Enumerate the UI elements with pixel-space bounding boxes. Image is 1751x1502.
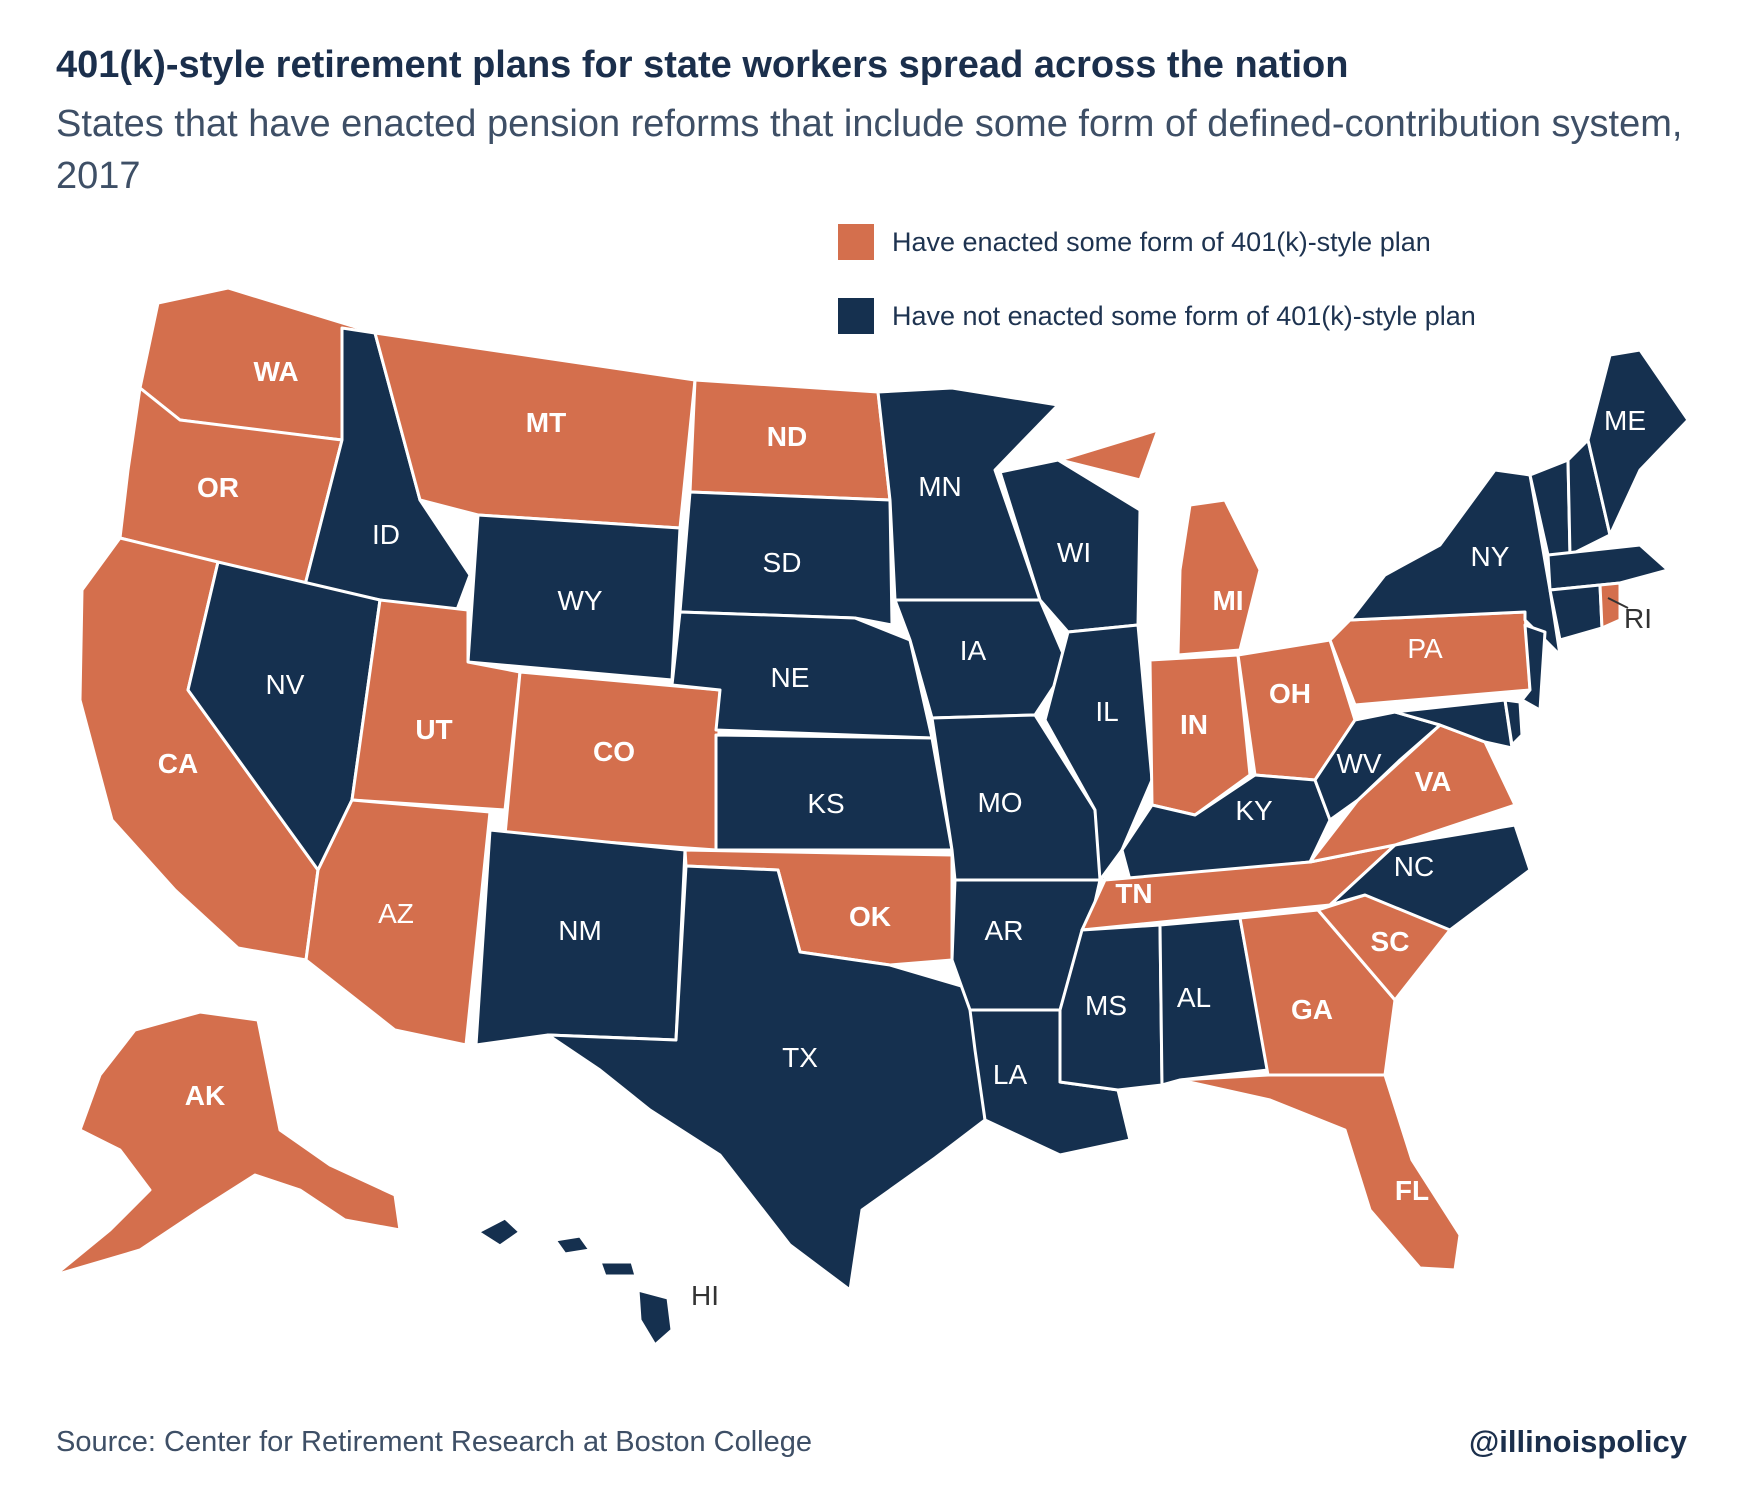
state-HI <box>476 1216 674 1347</box>
state-MA <box>1546 543 1670 592</box>
label-GA: GA <box>1291 994 1333 1025</box>
label-SD: SD <box>763 547 802 578</box>
label-AR: AR <box>985 915 1024 946</box>
label-WV: WV <box>1336 748 1381 779</box>
state-TX <box>546 864 987 1292</box>
state-WV <box>1313 710 1442 822</box>
label-SC: SC <box>1371 926 1410 957</box>
label-CO: CO <box>593 736 635 767</box>
legend-item-not-enacted: Have not enacted some form of 401(k)-sty… <box>838 296 1476 336</box>
label-PA: PA <box>1407 633 1443 664</box>
label-OR: OR <box>197 472 239 503</box>
legend-label-not-enacted: Have not enacted some form of 401(k)-sty… <box>892 300 1476 331</box>
label-KY: KY <box>1235 795 1273 826</box>
label-AK: AK <box>185 1080 225 1111</box>
label-WI: WI <box>1057 537 1091 568</box>
label-TX: TX <box>782 1042 818 1073</box>
label-MT: MT <box>526 407 566 438</box>
label-IN: IN <box>1180 709 1208 740</box>
state-IL <box>1043 623 1154 882</box>
state-NJ <box>1520 623 1547 712</box>
state-CT <box>1548 583 1604 642</box>
state-MD <box>1393 698 1514 750</box>
label-VA: VA <box>1415 766 1452 797</box>
label-LA: LA <box>993 1059 1028 1090</box>
label-AL: AL <box>1177 982 1211 1013</box>
label-RI: RI <box>1624 603 1652 634</box>
label-ME: ME <box>1604 405 1646 436</box>
source-note: Source: Center for Retirement Research a… <box>56 1426 812 1458</box>
label-ND: ND <box>767 421 807 452</box>
legend-item-enacted: Have enacted some form of 401(k)-style p… <box>838 222 1476 262</box>
state-DE <box>1503 698 1524 747</box>
legend-swatch-enacted <box>838 224 874 260</box>
label-OH: OH <box>1269 678 1311 709</box>
label-NY: NY <box>1471 541 1510 572</box>
label-NC: NC <box>1394 851 1434 882</box>
label-MS: MS <box>1085 990 1127 1021</box>
legend-label-enacted: Have enacted some form of 401(k)-style p… <box>892 226 1431 257</box>
label-TN: TN <box>1115 878 1152 909</box>
label-MI: MI <box>1212 585 1243 616</box>
label-IA: IA <box>960 635 987 666</box>
legend: Have enacted some form of 401(k)-style p… <box>838 222 1476 370</box>
label-IL: IL <box>1095 696 1118 727</box>
state-NY <box>1348 468 1562 657</box>
map-title: 401(k)-style retirement plans for state … <box>56 44 1349 86</box>
legend-swatch-not-enacted <box>838 298 874 334</box>
label-NV: NV <box>266 669 305 700</box>
brand-handle[interactable]: @illinoispolicy <box>1469 1424 1687 1459</box>
state-GA <box>1238 908 1397 1077</box>
ri-leader-line <box>1607 597 1629 609</box>
label-FL: FL <box>1395 1175 1429 1206</box>
state-AL <box>1158 916 1270 1087</box>
label-WA: WA <box>253 356 298 387</box>
state-AK <box>53 1010 402 1277</box>
state-FL <box>1178 1073 1462 1272</box>
map-subtitle: States that have enacted pension reforms… <box>56 103 1683 197</box>
label-OK: OK <box>849 901 891 932</box>
label-ID: ID <box>372 519 400 550</box>
state-MI <box>1058 428 1262 657</box>
label-HI: HI <box>691 1280 719 1311</box>
label-NM: NM <box>558 915 602 946</box>
state-RI <box>1598 581 1622 630</box>
label-WY: WY <box>557 585 602 616</box>
label-MO: MO <box>977 787 1022 818</box>
state-NE <box>670 610 934 740</box>
state-AZ <box>304 798 492 1047</box>
state-MN <box>876 386 1060 602</box>
label-MN: MN <box>918 471 962 502</box>
state-ME <box>1586 348 1690 537</box>
state-SD <box>678 490 894 627</box>
label-NE: NE <box>771 662 810 693</box>
label-CA: CA <box>158 748 198 779</box>
label-AZ: AZ <box>378 898 414 929</box>
label-KS: KS <box>807 788 844 819</box>
label-UT: UT <box>415 714 452 745</box>
